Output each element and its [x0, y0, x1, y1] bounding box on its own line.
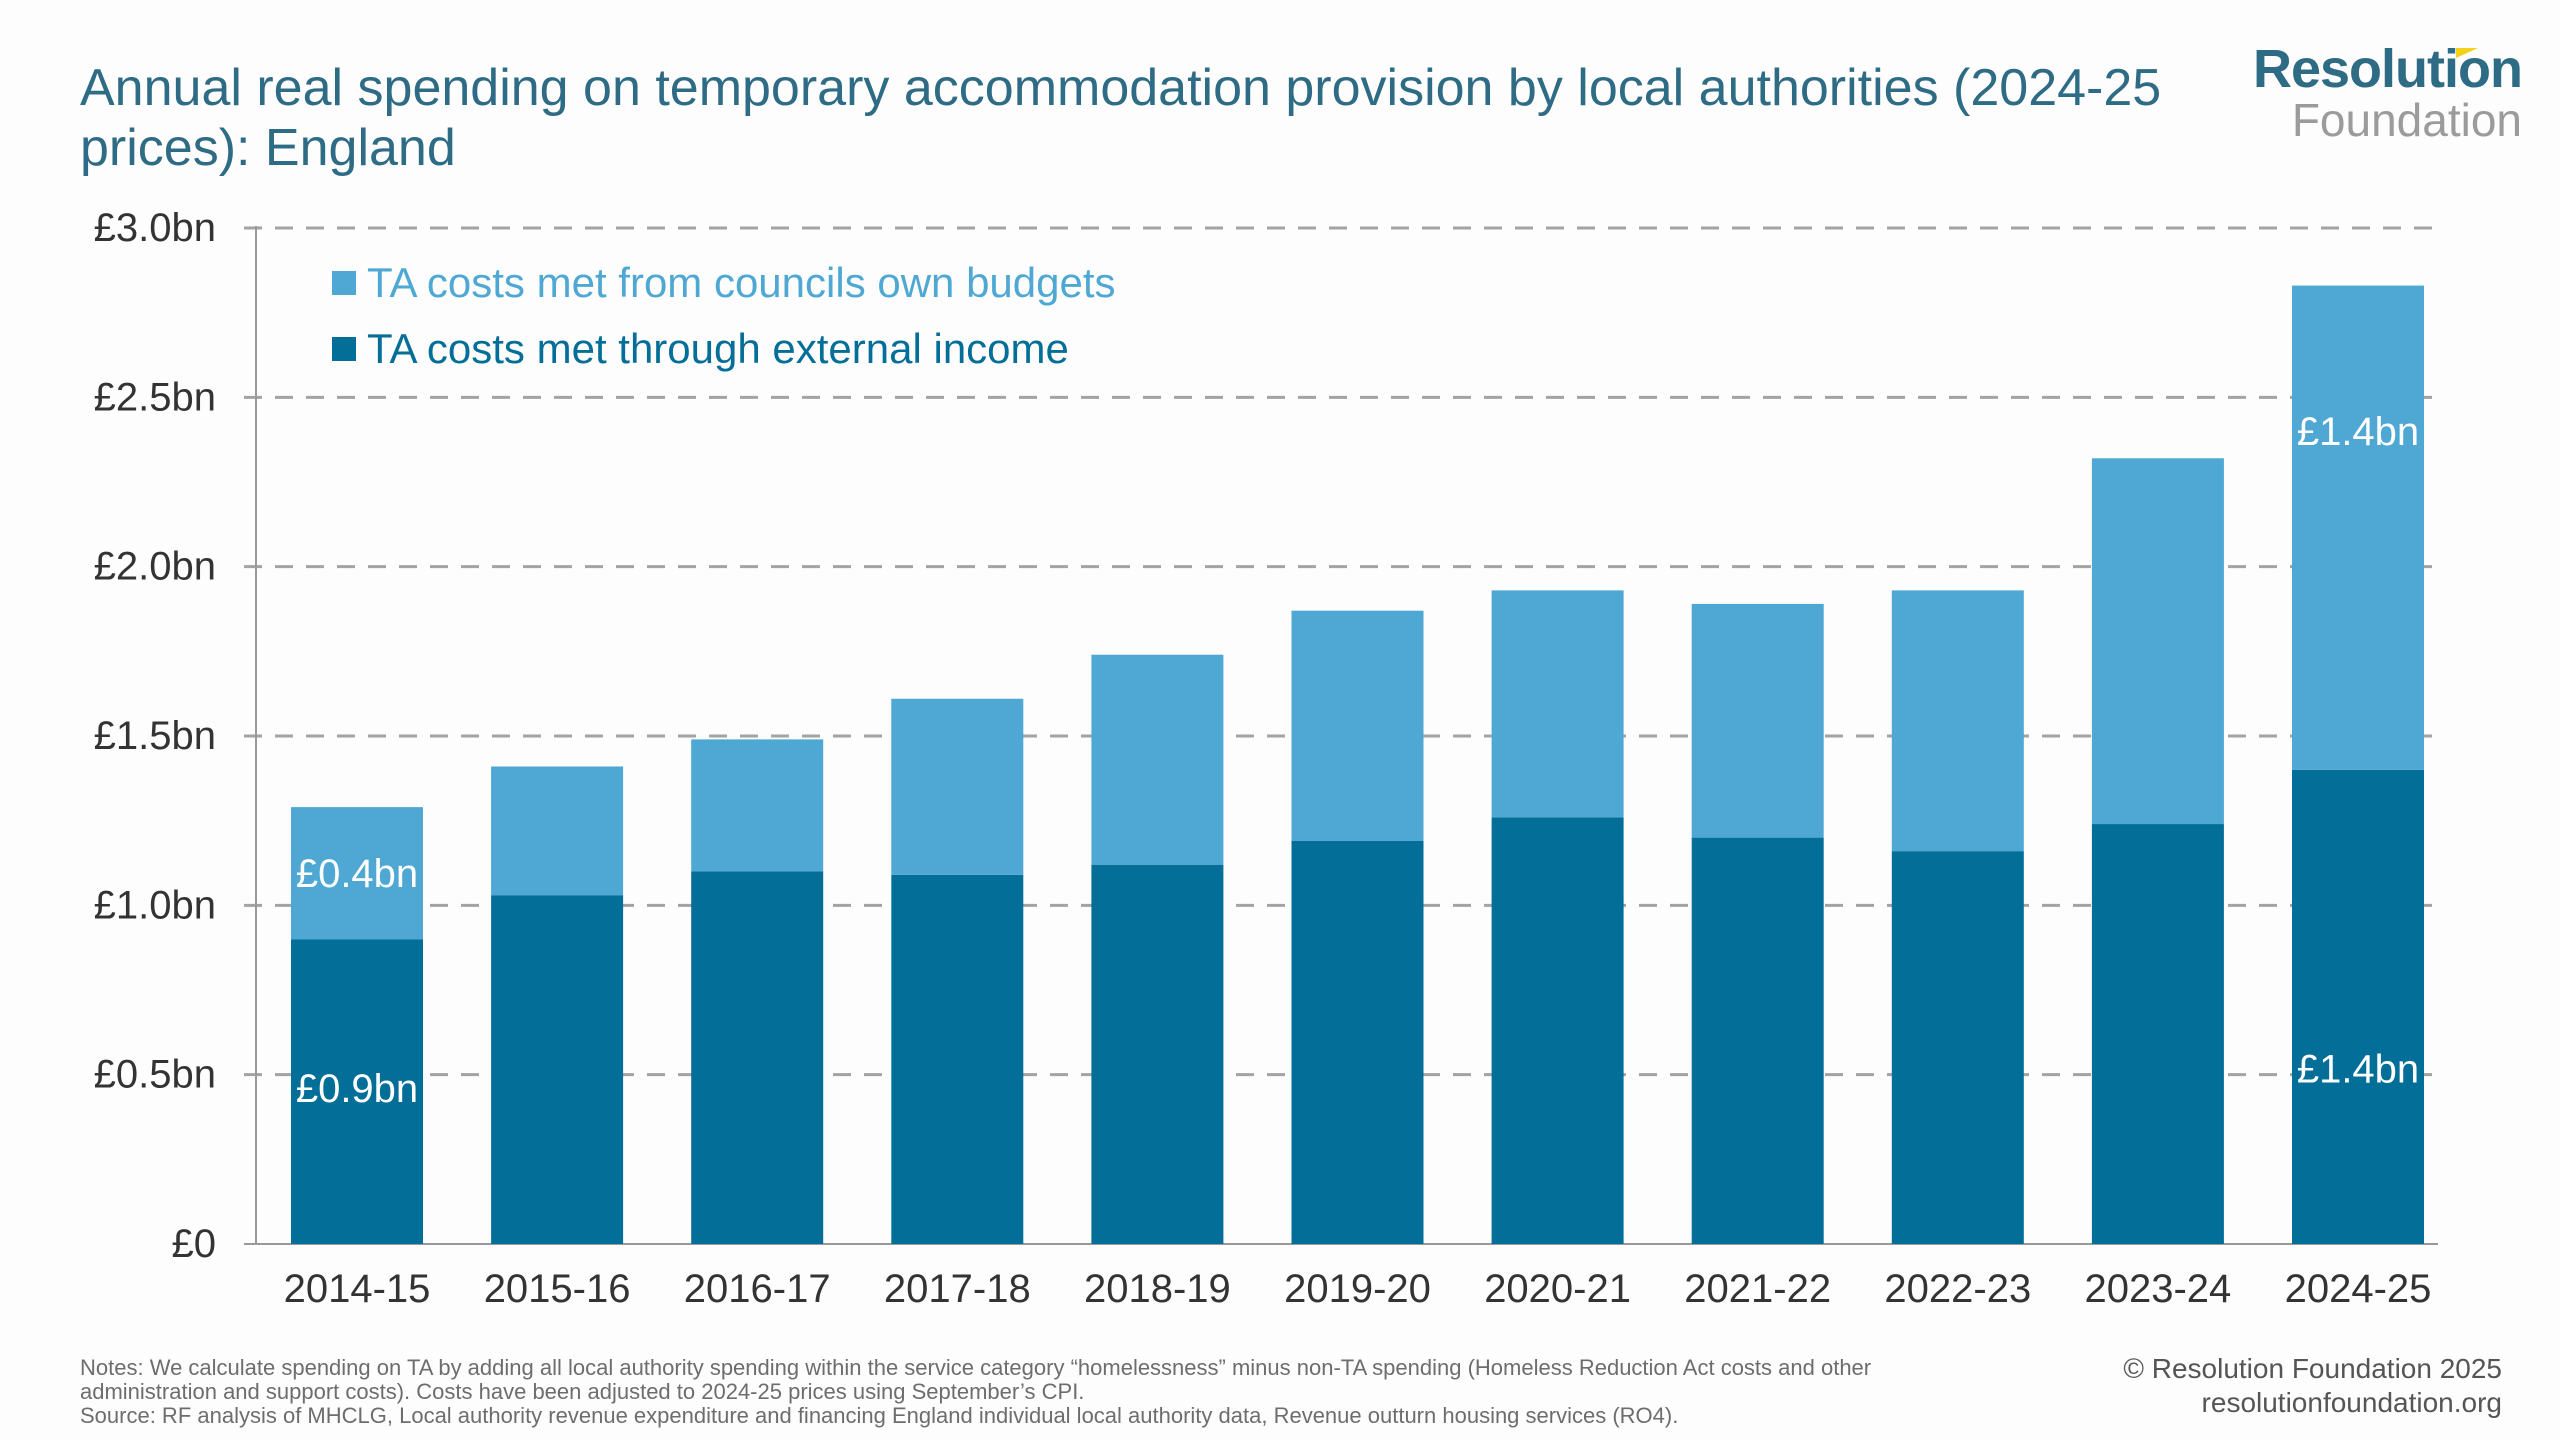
chart-title: Annual real spending on temporary accomm… — [80, 59, 2162, 177]
bar-segment — [691, 871, 824, 1244]
x-tick-label: 2017-18 — [884, 1267, 1031, 1311]
bar-segment — [691, 739, 824, 872]
bar-segment — [2091, 458, 2224, 825]
bar-segment — [2091, 824, 2224, 1244]
bar-value-label: £0.9bn — [296, 1067, 418, 1111]
logo-top-text: Resolution — [2253, 39, 2523, 99]
bar-segment — [2292, 769, 2424, 1244]
copyright-block: © Resolution Foundation 2025 resolutionf… — [2123, 1352, 2502, 1420]
bar-segment — [291, 807, 423, 940]
bar-value-label: £1.4bn — [2297, 1048, 2419, 1092]
bar-segment — [1691, 603, 1824, 838]
x-tick-label: 2019-20 — [1284, 1267, 1431, 1311]
data-labels: £0.4bn £0.9bn £1.4bn £1.4bn — [296, 410, 2419, 1111]
bar-segment — [1891, 851, 2024, 1244]
y-tick-label: £0.5bn — [94, 1053, 216, 1097]
bar-segment — [1491, 817, 1624, 1244]
x-tick-label: 2015-16 — [484, 1267, 631, 1311]
y-tick-label: £2.5bn — [94, 375, 216, 419]
bar-segment — [1491, 590, 1624, 818]
y-tick-label: £1.0bn — [94, 883, 216, 927]
bar-segment — [891, 874, 1024, 1244]
bar-segment — [1891, 590, 2024, 852]
x-tick-label: 2014-15 — [284, 1267, 431, 1311]
axes: £0 £0.5bn £1.0bn £1.5bn £2.0bn £2.5bn £3.0bn 20… — [94, 206, 2438, 1311]
x-tick-label: 2022-23 — [1884, 1267, 2031, 1311]
bar-segment — [291, 939, 423, 1244]
x-tick-label: 2020-21 — [1484, 1267, 1631, 1311]
logo-bottom-text: Foundation — [2291, 94, 2522, 146]
bar-segment — [1691, 837, 1824, 1244]
bar-segment — [2292, 285, 2424, 770]
x-tick-label: 2016-17 — [684, 1267, 831, 1311]
legend-label: TA costs met from councils own budgets — [367, 259, 1116, 306]
x-tick-label: 2018-19 — [1084, 1267, 1231, 1311]
bars — [291, 285, 2424, 1244]
chart-notes: Notes: We calculate spending on TA by ad… — [80, 1356, 2080, 1428]
y-tick-label: £3.0bn — [94, 206, 216, 250]
legend-label: TA costs met through external income — [367, 325, 1069, 372]
bar-segment — [491, 895, 624, 1244]
website-link[interactable]: resolutionfoundation.org — [2201, 1387, 2502, 1418]
logo-wordmark-top: Resolution — [2253, 39, 2523, 99]
copyright-text: © Resolution Foundation 2025 — [2123, 1353, 2502, 1384]
x-tick-label: 2021-22 — [1684, 1267, 1831, 1311]
y-tick-label: £1.5bn — [94, 714, 216, 758]
bar-segment — [891, 698, 1024, 875]
legend: TA costs met from councils own budgets TA… — [332, 259, 1116, 372]
legend-swatch — [332, 337, 356, 361]
bar-value-label: £1.4bn — [2297, 410, 2419, 454]
bar-segment — [491, 766, 624, 896]
bar-segment — [1091, 864, 1224, 1244]
bar-segment — [1091, 654, 1224, 865]
y-tick-label: £2.0bn — [94, 545, 216, 589]
legend-swatch — [332, 271, 356, 295]
x-tick-label: 2024-25 — [2285, 1267, 2432, 1311]
notes-line-1: Notes: We calculate spending on TA by ad… — [80, 1355, 1872, 1380]
resolution-foundation-logo: Resolution Foundation — [2253, 39, 2523, 146]
bar-value-label: £0.4bn — [296, 852, 418, 896]
source-line: Source: RF analysis of MHCLG, Local auth… — [80, 1403, 1679, 1428]
bar-segment — [1291, 610, 1424, 841]
logo-accent-icon — [2456, 48, 2478, 58]
notes-line-2: administration and support costs). Costs… — [80, 1379, 1085, 1404]
x-tick-label: 2023-24 — [2085, 1267, 2232, 1311]
bar-segment — [1291, 840, 1424, 1244]
y-tick-label: £0 — [172, 1222, 217, 1266]
